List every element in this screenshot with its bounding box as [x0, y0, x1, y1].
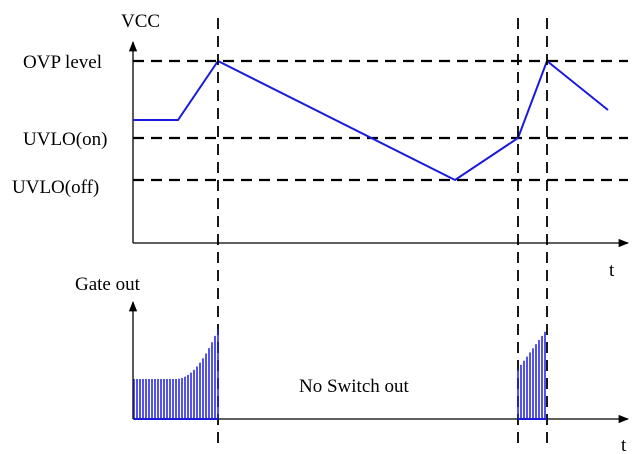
gate-pulse-train-1: [133, 329, 219, 420]
uvlo-on-label: UVLO(on): [23, 129, 107, 150]
gate-time-axis-label: t: [621, 435, 627, 454]
ovp-level-label: OVP level: [23, 52, 102, 73]
vcc-axis-label: VCC: [121, 11, 160, 32]
vcc-time-axis-label: t: [609, 260, 615, 281]
no-switch-out-annotation: No Switch out: [299, 376, 410, 397]
uvlo-off-label: UVLO(off): [12, 177, 99, 198]
gate-out-axis-label: Gate out: [75, 274, 141, 295]
gate-pulse-train-2: [517, 331, 547, 420]
vcc-waveform: [133, 59, 609, 182]
